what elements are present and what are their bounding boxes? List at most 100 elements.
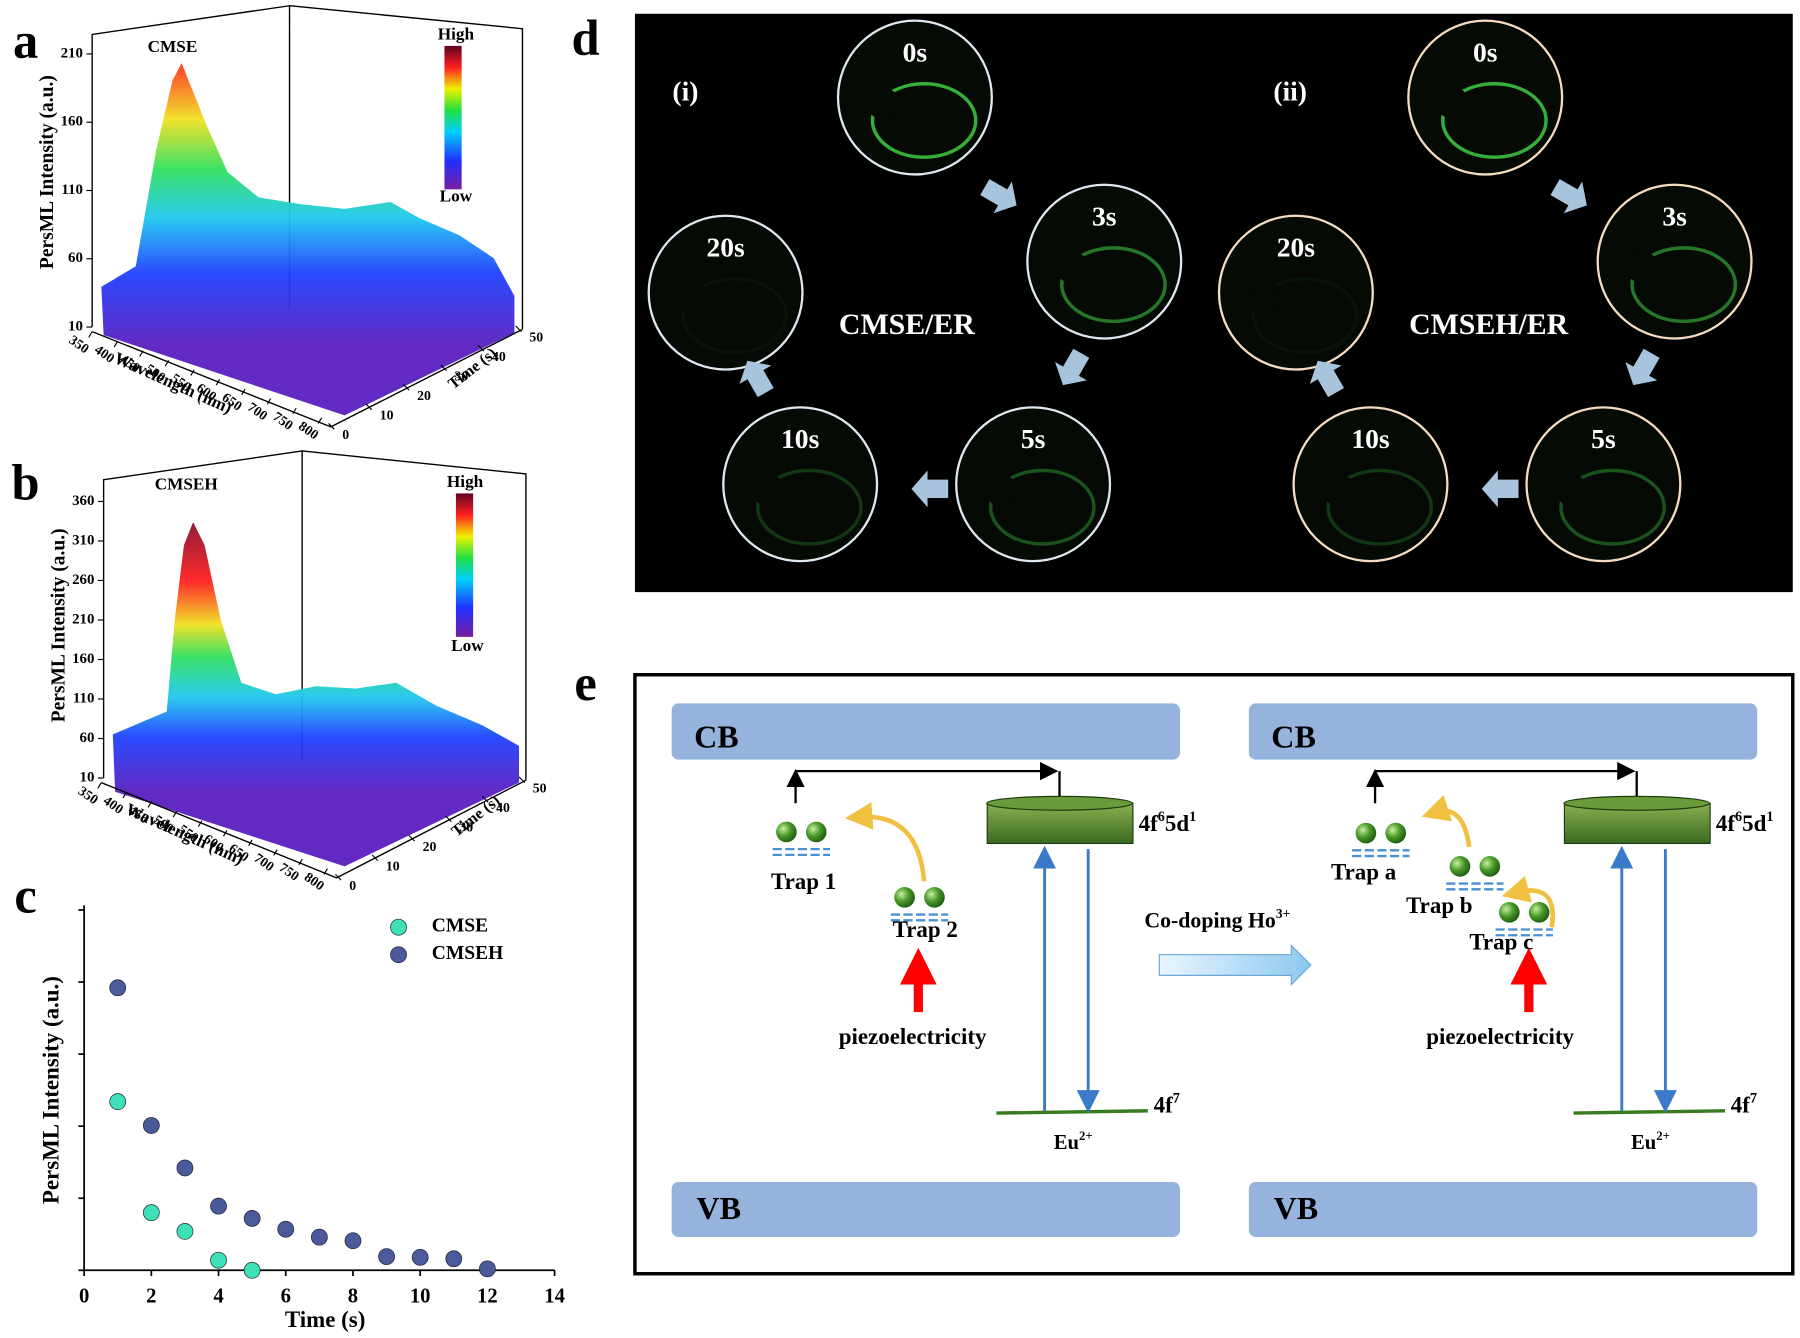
- x-tick-label: 750: [270, 409, 296, 433]
- ion-label: Eu2+: [1631, 1129, 1670, 1154]
- flow-arrow: [739, 360, 774, 398]
- x-tick-label: 2: [146, 1286, 156, 1308]
- detrap-arrow: [844, 802, 927, 882]
- trap-label: Trap b: [1406, 893, 1473, 918]
- x-tick: [113, 340, 119, 348]
- trap-level: [1495, 928, 1553, 937]
- y-tick-label: 30: [459, 820, 473, 835]
- text-part: Eu: [1054, 1132, 1079, 1154]
- sample-disk: [1525, 406, 1682, 563]
- electron: [1479, 856, 1501, 877]
- panel-label: a: [13, 12, 38, 68]
- group-name: CMSEH/ER: [1409, 308, 1569, 341]
- time-label: 3s: [1092, 200, 1117, 231]
- ground-level: [996, 1109, 1148, 1115]
- z-tick-label: 10: [68, 318, 83, 334]
- legend-marker: [390, 946, 407, 964]
- excited-level-label: 4f65d1: [1139, 809, 1197, 836]
- x-axis-label: Time (s): [285, 1307, 365, 1332]
- x-tick-label: 750: [277, 860, 303, 884]
- y-tick-label: 0: [349, 878, 356, 893]
- data-point: [243, 1210, 261, 1227]
- band-label: VB: [1274, 1190, 1319, 1226]
- ground-level-label: 4f7: [1154, 1091, 1180, 1118]
- text-part: 4f: [1154, 1093, 1173, 1118]
- x-tick-label: 10: [410, 1286, 431, 1308]
- band: [671, 703, 1180, 760]
- x-tick: [197, 820, 203, 827]
- y-tick-label: 50: [529, 330, 543, 345]
- legend-label: CMSE: [432, 916, 488, 937]
- sample-notch: [751, 473, 785, 507]
- panel-label: c: [14, 867, 36, 923]
- y-tick-label: 20: [423, 839, 437, 854]
- y-tick: [445, 815, 452, 823]
- electron: [924, 887, 945, 908]
- data-point: [344, 1232, 362, 1250]
- x-tick: [190, 369, 195, 376]
- time-label: 0s: [1473, 36, 1498, 67]
- x-tick-label: 12: [477, 1286, 498, 1308]
- electron: [894, 887, 915, 908]
- group-tag: (i): [672, 75, 698, 106]
- data-point: [479, 1260, 496, 1278]
- superscript: 6: [1735, 809, 1742, 825]
- panel-label: e: [574, 655, 596, 711]
- group-tag: (ii): [1273, 75, 1307, 106]
- x-tick: [273, 849, 278, 856]
- y-tick-label: 40: [496, 800, 510, 815]
- x-tick: [241, 388, 246, 396]
- electron: [1528, 901, 1550, 923]
- colorbar: [455, 493, 474, 637]
- superscript: 1: [1766, 809, 1773, 825]
- flow-arrow: [1625, 348, 1660, 386]
- flow-arrow: [1550, 179, 1587, 214]
- colorbar: [444, 45, 462, 190]
- text-part: 4f: [1731, 1093, 1750, 1118]
- x-tick: [172, 810, 178, 818]
- y-tick-label: 40: [492, 349, 506, 364]
- colorbar-label: High: [438, 25, 475, 44]
- data-point: [142, 1204, 160, 1222]
- axis-frame: [102, 450, 527, 781]
- z-tick-label: 310: [72, 532, 94, 548]
- z-tick-label: 210: [61, 45, 83, 61]
- z-axis-label: PersML Intensity (a.u.): [48, 528, 69, 722]
- x-tick: [222, 830, 228, 837]
- superscript: 3+: [1276, 906, 1290, 921]
- x-tick: [317, 417, 323, 424]
- z-axis-label: PersML Intensity (a.u.): [37, 75, 58, 269]
- surface: [101, 63, 515, 416]
- axis-line: [101, 779, 527, 879]
- superscript: 2+: [1079, 1129, 1093, 1143]
- stimulus-label: piezoelectricity: [1426, 1024, 1574, 1049]
- sample-disk: [647, 214, 804, 371]
- data-point: [176, 1223, 194, 1240]
- data-point: [210, 1251, 227, 1269]
- colorbar-label: Low: [440, 186, 473, 205]
- y-tick-label: 30: [455, 369, 469, 384]
- process-label: Co-doping Ho3+: [1144, 906, 1290, 933]
- x-tick-label: 350: [66, 332, 92, 356]
- y-tick-label: 20: [417, 388, 431, 403]
- band-label: CB: [1271, 719, 1316, 755]
- trap-label: Trap 1: [771, 869, 836, 894]
- time-label: 20s: [706, 231, 745, 262]
- electron: [1355, 822, 1377, 844]
- z-tick-label: 60: [68, 250, 83, 266]
- chart-title: CMSEH: [155, 474, 219, 493]
- time-label: 20s: [1277, 231, 1316, 262]
- colorbar-label: High: [447, 472, 484, 491]
- y-tick: [335, 873, 342, 881]
- x-tick: [292, 407, 297, 415]
- data-point: [445, 1250, 463, 1268]
- glow-ring: [988, 468, 1096, 546]
- group-name: CMSE/ER: [839, 308, 975, 341]
- sample-notch: [1056, 251, 1089, 284]
- flow-arrow: [1055, 348, 1090, 386]
- y-tick: [402, 384, 410, 391]
- glow-ring: [1326, 468, 1434, 546]
- superscript: 7: [1750, 1091, 1757, 1107]
- data-point: [378, 1248, 395, 1265]
